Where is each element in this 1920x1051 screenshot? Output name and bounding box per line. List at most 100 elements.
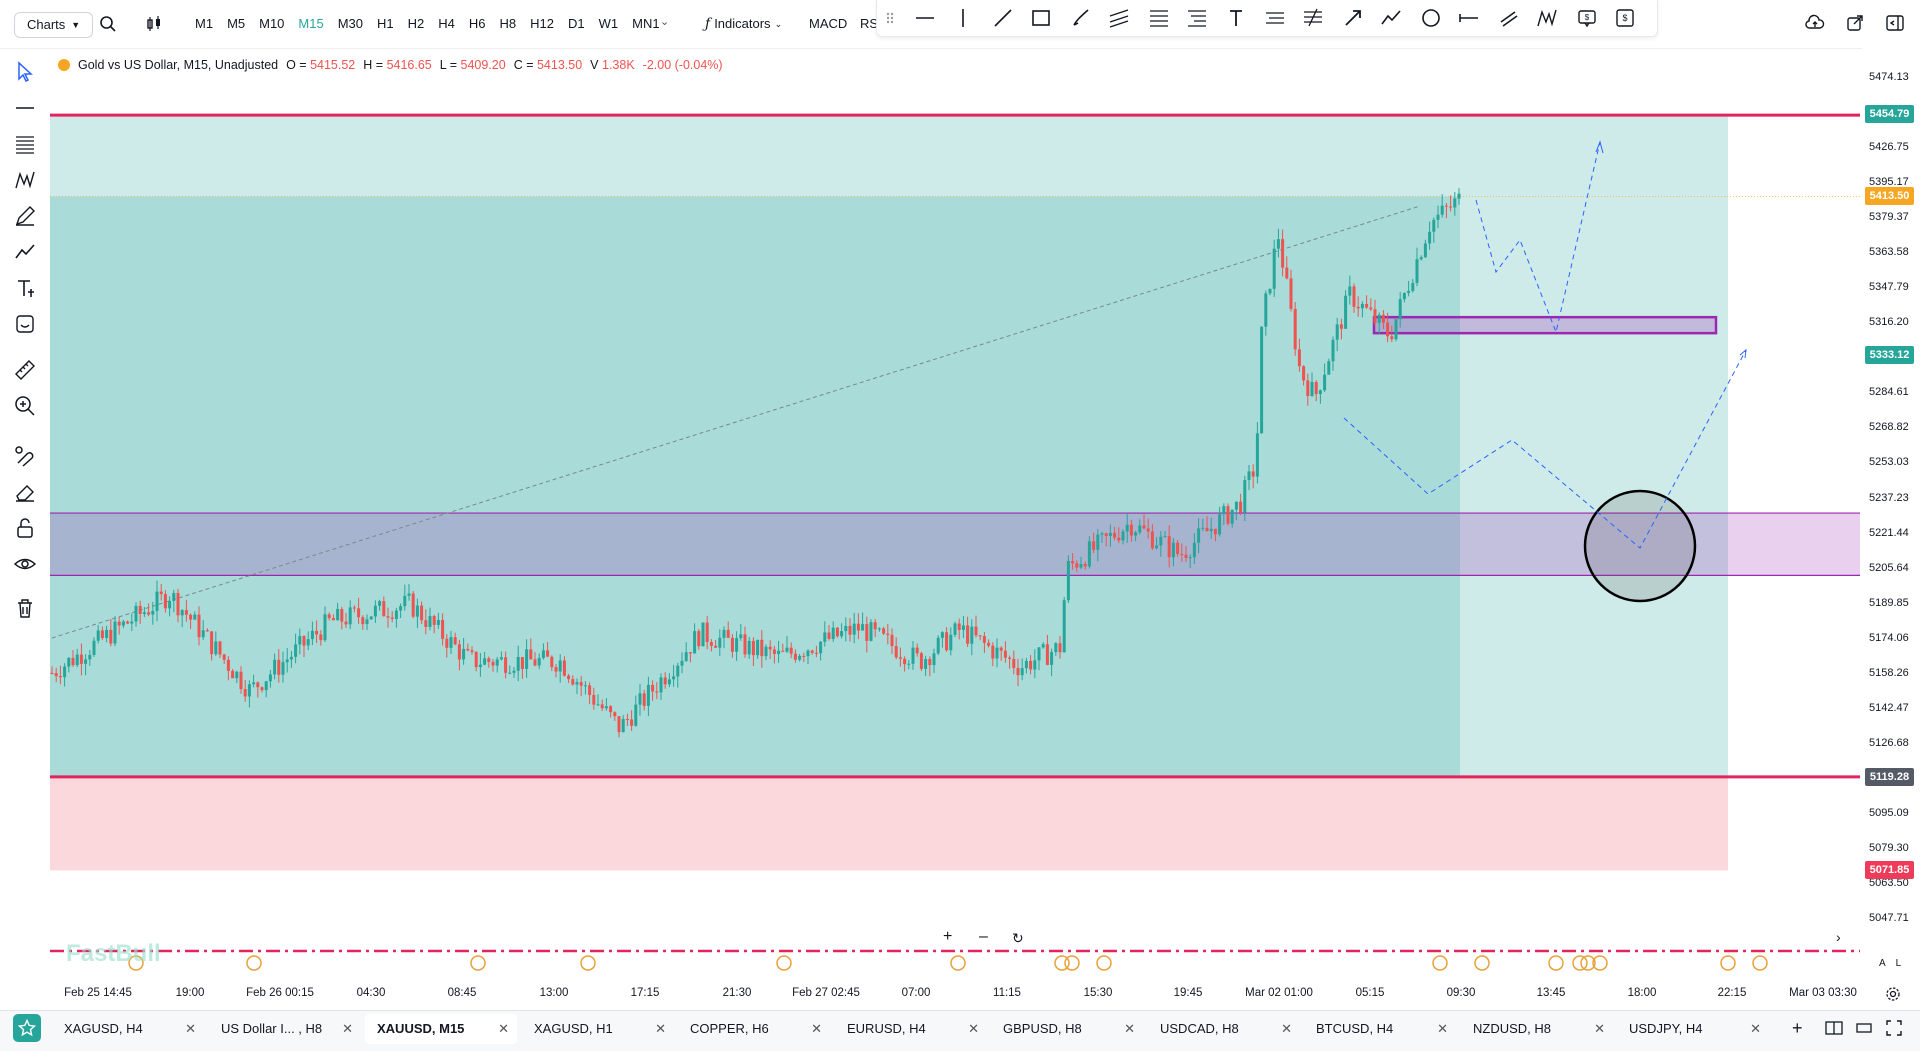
close-tab-icon[interactable]: ✕ xyxy=(498,1021,509,1036)
horizontal-line-icon[interactable] xyxy=(913,6,937,30)
price-chart[interactable] xyxy=(0,0,1920,1010)
reset-chart-icon[interactable]: ↻ xyxy=(1012,930,1024,946)
auto-scale-button[interactable]: A xyxy=(1879,958,1886,969)
search-icon[interactable] xyxy=(96,12,120,36)
circle-icon[interactable] xyxy=(1419,6,1443,30)
symbol-tab[interactable]: EURUSD, H4 ✕ xyxy=(835,1014,987,1044)
close-tab-icon[interactable]: ✕ xyxy=(968,1021,979,1036)
gann-icon[interactable] xyxy=(1301,6,1325,30)
timeframe-h4[interactable]: H4 xyxy=(438,16,455,31)
parallel-lines-icon[interactable] xyxy=(1497,6,1521,30)
symbol-title[interactable]: Gold vs US Dollar, M15, Unadjusted xyxy=(78,58,279,72)
line-icon[interactable] xyxy=(13,96,37,120)
favorites-star-button[interactable] xyxy=(13,1014,41,1042)
timeframe-d1[interactable]: D1 xyxy=(568,16,585,31)
cursor-icon[interactable] xyxy=(13,60,37,84)
close-tab-icon[interactable]: ✕ xyxy=(655,1021,666,1036)
symbol-tab[interactable]: XAUUSD, M15 ✕ xyxy=(365,1014,517,1044)
price-tag[interactable]: 5413.50 xyxy=(1865,187,1914,205)
close-tab-icon[interactable]: ✕ xyxy=(1124,1021,1135,1036)
price-range-icon[interactable]: $ xyxy=(1613,6,1637,30)
zoom-in-icon[interactable] xyxy=(13,394,37,418)
timeframe-mn1[interactable]: MN1 xyxy=(632,16,660,31)
timeframe-h12[interactable]: H12 xyxy=(530,16,554,31)
price-tag[interactable]: 5333.12 xyxy=(1865,346,1914,364)
timeframe-h1[interactable]: H1 xyxy=(377,16,394,31)
settings-gear-icon[interactable] xyxy=(1885,986,1901,1007)
fib-icon[interactable] xyxy=(13,132,37,156)
price-tag[interactable]: 5454.79 xyxy=(1865,105,1914,123)
add-tab-button[interactable]: + xyxy=(1792,1018,1803,1038)
window-icon[interactable] xyxy=(1856,1020,1872,1041)
rs-indicator-button[interactable]: RS xyxy=(860,16,879,31)
parallel-channel-icon[interactable] xyxy=(1107,6,1131,30)
cloud-upload-icon[interactable] xyxy=(1804,12,1828,36)
path-icon[interactable] xyxy=(13,240,37,264)
price-axis[interactable]: 5474.135442.555426.755395.175379.375363.… xyxy=(1862,48,1920,990)
timeframe-more-chevron-icon[interactable]: ⌄ xyxy=(660,16,670,28)
macd-indicator-button[interactable]: MACD xyxy=(809,16,848,31)
pattern-icon[interactable] xyxy=(1535,6,1559,30)
fib-extension-icon[interactable] xyxy=(1185,6,1209,30)
rectangle-icon[interactable] xyxy=(1029,6,1053,30)
close-tab-icon[interactable]: ✕ xyxy=(1281,1021,1292,1036)
timeframe-m1[interactable]: M1 xyxy=(195,16,214,31)
timeframe-h8[interactable]: H8 xyxy=(499,16,517,31)
timeframe-h6[interactable]: H6 xyxy=(468,16,486,31)
close-tab-icon[interactable]: ✕ xyxy=(185,1021,196,1036)
fullscreen-icon[interactable] xyxy=(1886,1020,1902,1041)
timeframe-m5[interactable]: M5 xyxy=(227,16,246,31)
timeframe-w1[interactable]: W1 xyxy=(598,16,619,31)
pattern-icon[interactable] xyxy=(13,168,37,192)
timeframe-m10[interactable]: M10 xyxy=(259,16,285,31)
timeframe-m15[interactable]: M15 xyxy=(298,16,324,31)
symbol-tab[interactable]: US Dollar I... , H8 ✕ xyxy=(209,1014,361,1044)
zoom-in-button[interactable]: + xyxy=(943,928,953,945)
magnet-icon[interactable] xyxy=(13,444,37,468)
pencil-icon[interactable] xyxy=(13,204,37,228)
fib-retracement-icon[interactable] xyxy=(1147,6,1171,30)
trend-line-icon[interactable] xyxy=(991,6,1015,30)
share-icon[interactable] xyxy=(1844,12,1868,36)
pitchfork-icon[interactable] xyxy=(1263,6,1287,30)
close-tab-icon[interactable]: ✕ xyxy=(1594,1021,1605,1036)
layout-icon[interactable] xyxy=(1825,1020,1843,1041)
trash-icon[interactable] xyxy=(13,596,37,620)
symbol-tab[interactable]: GBPUSD, H8 ✕ xyxy=(991,1014,1143,1044)
close-tab-icon[interactable]: ✕ xyxy=(1750,1021,1761,1036)
brush-icon[interactable] xyxy=(1069,6,1093,30)
close-tab-icon[interactable]: ✕ xyxy=(811,1021,822,1036)
collapse-panel-icon[interactable] xyxy=(1884,12,1908,36)
symbol-tab[interactable]: BTCUSD, H4 ✕ xyxy=(1304,1014,1456,1044)
text-icon[interactable] xyxy=(13,276,37,300)
emoji-icon[interactable] xyxy=(13,312,37,336)
symbol-tab[interactable]: XAGUSD, H4 ✕ xyxy=(52,1014,204,1044)
scroll-right-chevron-icon[interactable]: › xyxy=(1836,929,1841,945)
eraser-icon[interactable] xyxy=(13,480,37,504)
charts-menu-button[interactable]: Charts ▼ xyxy=(14,12,94,38)
zoom-out-button[interactable]: – xyxy=(979,928,988,945)
symbol-tab[interactable]: COPPER, H6 ✕ xyxy=(678,1014,830,1044)
symbol-tab[interactable]: XAGUSD, H1 ✕ xyxy=(522,1014,674,1044)
timeframe-m30[interactable]: M30 xyxy=(337,16,364,31)
arrow-icon[interactable] xyxy=(1341,6,1365,30)
candles-icon[interactable] xyxy=(142,12,166,36)
timeframe-h2[interactable]: H2 xyxy=(407,16,425,31)
vertical-line-icon[interactable] xyxy=(951,6,975,30)
close-tab-icon[interactable]: ✕ xyxy=(1437,1021,1448,1036)
indicators-button[interactable]: ƒ Indicators ⌄ xyxy=(705,14,782,34)
symbol-tab[interactable]: USDCAD, H8 ✕ xyxy=(1148,1014,1300,1044)
lock-icon[interactable] xyxy=(13,516,37,540)
ruler-icon[interactable] xyxy=(13,358,37,382)
price-label-icon[interactable]: $ xyxy=(1575,6,1599,30)
log-scale-button[interactable]: L xyxy=(1895,958,1902,969)
symbol-tab[interactable]: USDJPY, H4 ✕ xyxy=(1617,1014,1769,1044)
price-tag[interactable]: 5119.28 xyxy=(1865,768,1914,786)
path-icon[interactable] xyxy=(1379,6,1403,30)
ray-icon[interactable] xyxy=(1457,6,1481,30)
symbol-tab[interactable]: NZDUSD, H8 ✕ xyxy=(1461,1014,1613,1044)
close-tab-icon[interactable]: ✕ xyxy=(342,1021,353,1036)
toolbar-drag-handle-icon[interactable] xyxy=(885,6,895,30)
text-icon[interactable] xyxy=(1225,6,1249,30)
price-tag[interactable]: 5071.85 xyxy=(1865,861,1914,879)
